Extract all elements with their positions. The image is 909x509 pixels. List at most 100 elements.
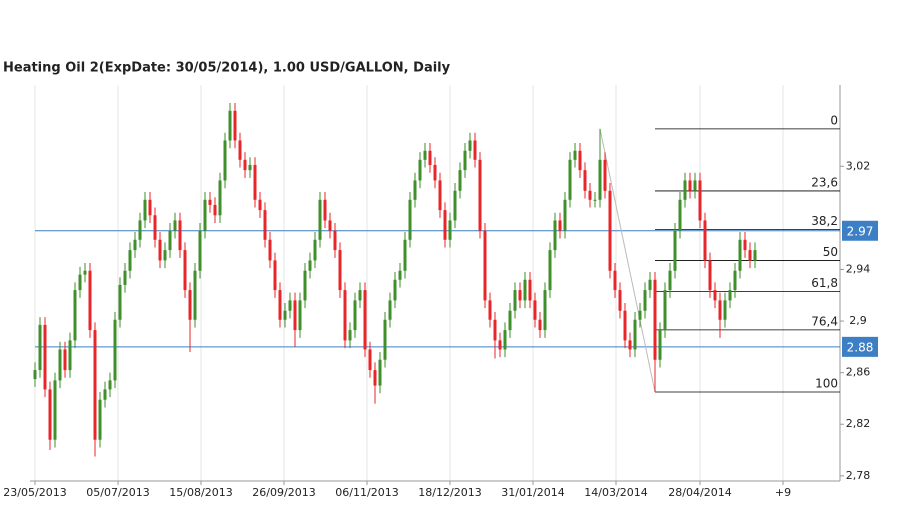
- chart-title: Heating Oil 2(ExpDate: 30/05/2014), 1.00…: [3, 61, 451, 76]
- candle-body: [593, 199, 597, 201]
- candle-body: [323, 199, 327, 221]
- candle-body: [413, 180, 417, 200]
- candle-body: [523, 279, 527, 301]
- candle-body: [748, 250, 752, 261]
- candle-body: [583, 170, 587, 191]
- candle-body: [668, 270, 672, 291]
- candle-body: [478, 159, 482, 231]
- candle-body: [588, 190, 592, 200]
- candle-body: [158, 239, 162, 261]
- candle-body: [503, 330, 507, 350]
- price-tag: [842, 220, 878, 241]
- candle-body: [558, 220, 562, 231]
- candle-body: [473, 140, 477, 160]
- fib-trend-line: [599, 128, 656, 393]
- y-tick-label: 2,94: [846, 262, 871, 275]
- fib-level-label: 100: [815, 376, 838, 390]
- candle-body: [703, 220, 707, 261]
- y-tick-label: 2,9: [849, 314, 867, 327]
- candle-body: [468, 140, 472, 151]
- candle-body: [463, 150, 467, 171]
- candle-body: [83, 270, 87, 275]
- candle-body: [78, 274, 82, 291]
- y-tick-label: 2,86: [846, 366, 871, 379]
- candle-body: [428, 150, 432, 165]
- candle-body: [223, 140, 227, 181]
- candle-body: [353, 300, 357, 331]
- candle-body: [288, 300, 292, 311]
- candle-body: [238, 140, 242, 160]
- candle-body: [728, 290, 732, 301]
- candle-body: [178, 220, 182, 251]
- candle-body: [623, 310, 627, 341]
- candle-body: [98, 399, 102, 440]
- y-tick-label: 2,78: [846, 469, 871, 482]
- candle-body: [448, 220, 452, 240]
- candle-body: [283, 310, 287, 320]
- candle-body: [318, 199, 322, 240]
- candle-body: [483, 230, 487, 301]
- candle-body: [498, 340, 502, 350]
- candle-body: [743, 239, 747, 251]
- candle-body: [678, 199, 682, 231]
- candle-body: [173, 220, 177, 231]
- candle-body: [328, 220, 332, 231]
- candle-body: [133, 239, 137, 251]
- candle-body: [538, 319, 542, 331]
- candle-body: [313, 239, 317, 261]
- candle-body: [213, 204, 217, 216]
- x-tick-label: 05/07/2013: [86, 486, 149, 499]
- candle-body: [398, 270, 402, 280]
- candle-body: [608, 190, 612, 271]
- y-tick-label: 3,02: [846, 159, 871, 172]
- x-tick-label: 14/03/2014: [584, 486, 647, 499]
- candle-body: [393, 279, 397, 301]
- candle-body: [603, 159, 607, 191]
- candle-body: [88, 270, 92, 331]
- candle-body: [683, 180, 687, 200]
- candle-body: [753, 250, 757, 261]
- candle-body: [643, 290, 647, 311]
- candle-body: [218, 180, 222, 216]
- candle-body: [638, 310, 642, 320]
- candle-body: [578, 150, 582, 171]
- candle-body: [108, 380, 112, 390]
- candle-body: [43, 324, 47, 390]
- candle-body: [338, 250, 342, 291]
- candle-body: [653, 279, 657, 360]
- candle-body: [248, 164, 252, 171]
- candle-body: [58, 349, 62, 381]
- candle-body: [188, 290, 192, 320]
- x-tick-label: 31/01/2014: [501, 486, 564, 499]
- candle-body: [513, 290, 517, 311]
- x-tick-label: 06/11/2013: [335, 486, 398, 499]
- price-tag-label: 2.97: [847, 224, 874, 238]
- candle-body: [598, 159, 602, 200]
- candle-body: [148, 199, 152, 216]
- candle-body: [348, 330, 352, 341]
- candle-body: [543, 290, 547, 331]
- candle-body: [633, 319, 637, 350]
- fib-level-label: 50: [823, 245, 838, 259]
- candle-body: [688, 180, 692, 191]
- candle-body: [673, 230, 677, 271]
- price-tag-label: 2.88: [847, 340, 874, 354]
- candle-body: [343, 290, 347, 341]
- candle-body: [573, 150, 577, 160]
- candle-body: [303, 270, 307, 301]
- candle-body: [383, 319, 387, 360]
- candle-body: [378, 359, 382, 386]
- candle-body: [373, 370, 377, 386]
- candle-body: [273, 260, 277, 291]
- candle-body: [168, 230, 172, 251]
- candle-body: [388, 300, 392, 320]
- x-tick-label: 23/05/2013: [3, 486, 66, 499]
- y-tick-label: 2,82: [846, 417, 871, 430]
- candle-body: [708, 260, 712, 291]
- candle-body: [618, 290, 622, 311]
- candle-body: [208, 199, 212, 205]
- candle-body: [408, 199, 412, 240]
- candle-body: [693, 180, 697, 191]
